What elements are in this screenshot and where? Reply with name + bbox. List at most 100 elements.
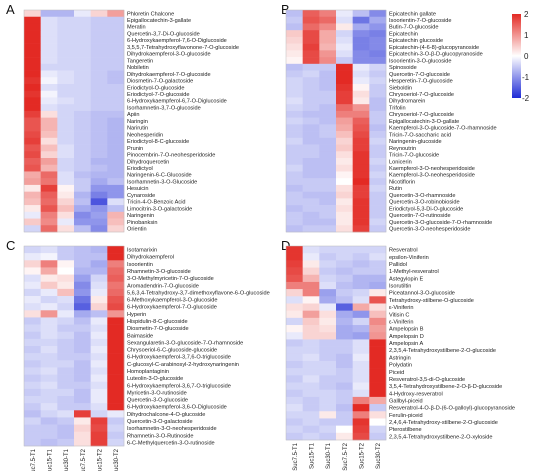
heatmap-cell [24, 353, 41, 361]
row-label: Cynaroside [127, 193, 155, 199]
row-label: Diosmetin-7-O-glucoside [127, 326, 189, 332]
heatmap-cell [286, 191, 303, 199]
heatmap-cell [57, 131, 75, 139]
heatmap-cell [40, 131, 58, 139]
heatmap-cell [336, 10, 353, 18]
heatmap-cell [107, 274, 125, 283]
heatmap-cell [57, 417, 75, 425]
heatmap-cell [24, 117, 41, 125]
row-label: Orientin [127, 227, 147, 233]
heatmap-cell [319, 131, 337, 139]
heatmap-cell [319, 97, 337, 105]
heatmap-cell [302, 267, 320, 276]
heatmap-cell [74, 178, 91, 186]
heatmap-cell [40, 403, 58, 411]
heatmap-cell [336, 84, 353, 92]
heatmap-cell [57, 424, 75, 433]
heatmap-cell [24, 381, 41, 390]
heatmap-cell [90, 63, 108, 71]
row-label: Narirutin [127, 126, 148, 132]
heatmap-cell [90, 205, 108, 213]
heatmap-cell [302, 281, 320, 290]
heatmap-cell [74, 410, 91, 418]
heatmap-cell [90, 218, 108, 226]
heatmap-cell [90, 267, 108, 275]
row-label: Epigallocatechin-3-gallate [127, 18, 191, 24]
row-label: Eriodictyol-7-O-glucoside [127, 92, 190, 98]
row-label: Hispidulin-8-C-glucoside [127, 319, 188, 325]
heatmap-cell [352, 70, 370, 78]
heatmap-cell [24, 16, 41, 24]
heatmap-cell [90, 97, 108, 105]
heatmap-cell [302, 418, 320, 426]
heatmap-cell [369, 10, 387, 18]
heatmap-cell [40, 346, 58, 354]
heatmap-cell [24, 324, 41, 333]
heatmap-cell [336, 110, 353, 118]
heatmap-cell [352, 404, 370, 412]
heatmap-cell [90, 171, 108, 179]
row-label: Epicatechin-3-O-β-D-glucopyranoside [389, 52, 483, 58]
heatmap-cell [107, 43, 125, 51]
heatmap-cell [90, 353, 108, 361]
row-label: Epicatechin [389, 31, 418, 37]
heatmap-cell [57, 90, 75, 98]
heatmap-cell [336, 77, 353, 85]
heatmap-cell [336, 90, 353, 98]
heatmap-cell [74, 63, 91, 71]
heatmap-cell [90, 36, 108, 44]
row-label: Isotamarixin [127, 248, 157, 254]
heatmap-cell [74, 346, 91, 354]
heatmap-cell [107, 137, 125, 145]
heatmap-cell [107, 124, 125, 132]
heatmap-cell [24, 374, 41, 383]
heatmap-cell [352, 171, 370, 179]
heatmap-cell [352, 296, 370, 304]
panel-letter-d: D [281, 238, 291, 253]
heatmap-cell [319, 10, 337, 18]
heatmap-cell [302, 404, 320, 412]
heatmap-cell [57, 97, 75, 105]
heatmap-cell [369, 151, 387, 159]
row-label: Apiin [127, 112, 139, 118]
colorbar-ticks: 2 1 0 -1 -2 [522, 10, 530, 103]
heatmap-cell [74, 331, 91, 340]
heatmap-cell [40, 23, 58, 31]
heatmap-cell [286, 36, 303, 44]
heatmap-cell [40, 164, 58, 172]
heatmap-cell [90, 90, 108, 98]
heatmap-cell [286, 396, 303, 405]
heatmap-cell [74, 388, 91, 397]
heatmap-cell [302, 104, 320, 112]
heatmap-cell [107, 331, 125, 340]
heatmap-cell [286, 332, 303, 340]
heatmap-cell [319, 303, 337, 311]
heatmap-cell [40, 260, 58, 268]
heatmap-cell [352, 63, 370, 71]
row-label: Sieboldin [389, 85, 412, 91]
heatmap-cell [107, 324, 125, 333]
heatmap-cell [107, 117, 125, 125]
heatmap-cell [24, 77, 41, 85]
heatmap-cell [74, 70, 91, 78]
row-label: Epicatechin glucoside [389, 38, 443, 44]
heatmap-cell [352, 211, 370, 219]
heatmap-cell [107, 10, 125, 18]
heatmap-cell [319, 205, 337, 213]
heatmap-cell [57, 16, 75, 24]
heatmap-cell [90, 324, 108, 333]
row-label: 1-Methyl-resveratrol [389, 269, 439, 275]
heatmap-cell [302, 36, 320, 44]
heatmap-cell [57, 346, 75, 354]
heatmap-cell [302, 411, 320, 419]
heatmap-cell [90, 137, 108, 145]
row-label: Quercetin-3-O-rhamnoside [389, 193, 456, 199]
row-label: Quercetin-3-O-neohesperidoside [389, 227, 470, 233]
heatmap-cell [352, 164, 370, 172]
heatmap-cell [352, 90, 370, 98]
row-label: Kaempferol-3-O-glucoside-7-O-rhamnoside [389, 126, 497, 132]
heatmap-cell [352, 310, 370, 319]
heatmap-cell [369, 144, 387, 152]
heatmap-cell [369, 57, 387, 65]
